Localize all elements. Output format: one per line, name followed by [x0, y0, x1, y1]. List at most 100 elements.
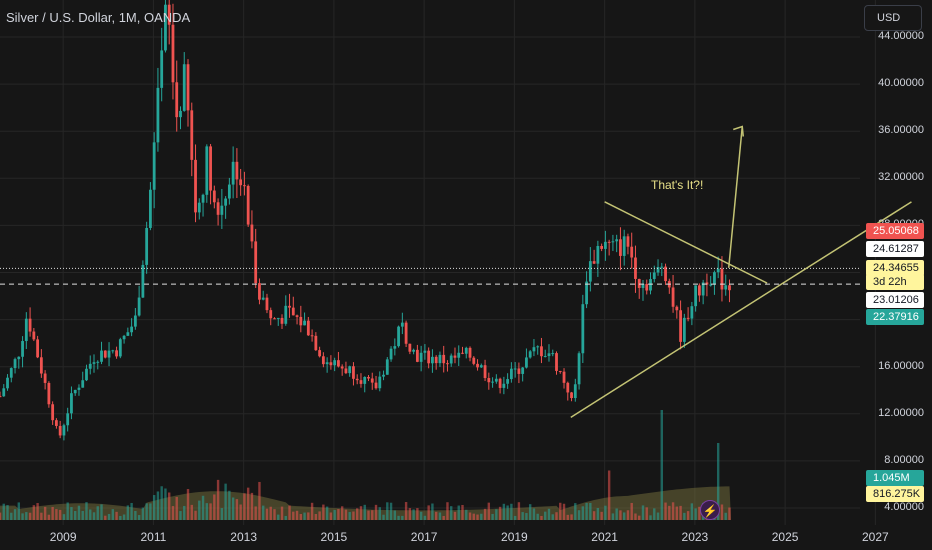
- time-tick-label: 2021: [591, 530, 618, 544]
- volume-bar: [645, 507, 648, 520]
- candle-body: [352, 366, 355, 379]
- candle-body: [273, 318, 276, 320]
- candle-body: [243, 185, 246, 187]
- volume-bar: [337, 509, 340, 520]
- candle-body: [502, 383, 506, 388]
- candle-body: [517, 368, 521, 374]
- volume-bar: [254, 506, 257, 520]
- symbol-title[interactable]: Silver / U.S. Dollar, 1M, OANDA: [6, 10, 191, 25]
- volume-bar: [58, 509, 62, 520]
- volume-bar: [168, 492, 171, 520]
- volume-bar: [130, 502, 133, 520]
- volume-bar: [340, 506, 344, 520]
- volume-bar: [675, 506, 679, 520]
- volume-bar: [483, 508, 487, 520]
- volume-bar: [307, 512, 310, 520]
- volume-bar: [724, 512, 727, 520]
- candle-body: [175, 82, 179, 118]
- currency-button[interactable]: USD: [864, 5, 922, 31]
- volume-bar: [231, 497, 235, 520]
- candle-body: [111, 350, 115, 352]
- candle-body: [276, 317, 280, 319]
- candle-body: [596, 246, 600, 264]
- trendline: [727, 126, 744, 268]
- volume-bar: [540, 515, 543, 520]
- price-tag: 1.045M: [866, 470, 924, 486]
- volume-bar: [62, 514, 66, 520]
- volume-bar: [660, 410, 663, 520]
- volume-bar: [314, 513, 318, 520]
- volume-bar: [175, 496, 178, 520]
- candle-body: [55, 420, 58, 426]
- candle-body: [13, 359, 17, 369]
- arrow-head: [733, 125, 745, 137]
- volume-bar: [468, 512, 472, 520]
- candle-body: [73, 389, 77, 394]
- candle-body: [626, 236, 630, 247]
- lightning-icon[interactable]: ⚡: [700, 500, 720, 520]
- volume-bar: [295, 510, 299, 520]
- volume-bar: [683, 512, 686, 520]
- candle-body: [630, 246, 634, 258]
- volume-bar: [213, 494, 216, 520]
- volume-bar: [431, 503, 434, 520]
- volume-bar: [641, 505, 645, 520]
- volume-bar: [577, 510, 581, 520]
- volume-bar: [585, 502, 588, 520]
- volume-bar: [480, 513, 483, 520]
- volume-bar: [273, 509, 276, 520]
- volume-bar: [17, 502, 21, 520]
- candle-body: [562, 371, 566, 383]
- volume-bar: [310, 502, 314, 520]
- volume-bar: [589, 502, 592, 520]
- candle-body: [303, 320, 306, 326]
- candle-body: [491, 381, 494, 383]
- candle-body: [235, 161, 239, 180]
- candle-body: [521, 367, 525, 374]
- volume-bar: [690, 503, 694, 520]
- candle-body: [483, 365, 487, 379]
- volume-bar: [559, 502, 562, 520]
- price-tag: 816.275K: [866, 486, 924, 502]
- volume-bar: [344, 509, 348, 520]
- time-tick-label: 2025: [771, 530, 799, 544]
- candle-body: [318, 350, 322, 357]
- candle-body: [269, 310, 273, 319]
- volume-bar: [2, 503, 5, 520]
- time-tick-label: 2017: [410, 530, 438, 544]
- candle-body: [551, 353, 555, 355]
- volume-bar: [630, 502, 633, 520]
- candle-body: [588, 261, 592, 282]
- volume-bar: [277, 514, 280, 520]
- candle-body: [649, 279, 652, 291]
- volume-bar: [450, 506, 453, 520]
- candle-body: [619, 239, 622, 256]
- volume-bar: [10, 512, 13, 520]
- candle-body: [457, 352, 461, 358]
- volume-bar: [728, 507, 731, 520]
- candle-body: [164, 4, 167, 51]
- chart-annotation[interactable]: That's It?!: [651, 178, 704, 192]
- volume-bar: [322, 504, 325, 520]
- candle-body: [664, 266, 667, 282]
- candle-body: [9, 368, 13, 378]
- candle-body: [96, 361, 100, 363]
- volume-bar: [36, 503, 39, 520]
- candle-body: [716, 268, 720, 273]
- candle-body: [472, 357, 476, 364]
- candle-body: [461, 352, 464, 354]
- candle-body: [126, 332, 130, 336]
- candle-body: [291, 307, 295, 316]
- volume-bar: [250, 492, 254, 520]
- candle-body: [415, 349, 419, 362]
- candle-body: [434, 356, 438, 364]
- candle-body: [720, 268, 724, 290]
- candle-body: [705, 282, 709, 285]
- candle-body: [532, 347, 536, 352]
- volume-bar: [495, 509, 498, 520]
- volume-bar: [382, 514, 385, 520]
- candle-body: [438, 354, 442, 364]
- volume-bar: [348, 512, 351, 520]
